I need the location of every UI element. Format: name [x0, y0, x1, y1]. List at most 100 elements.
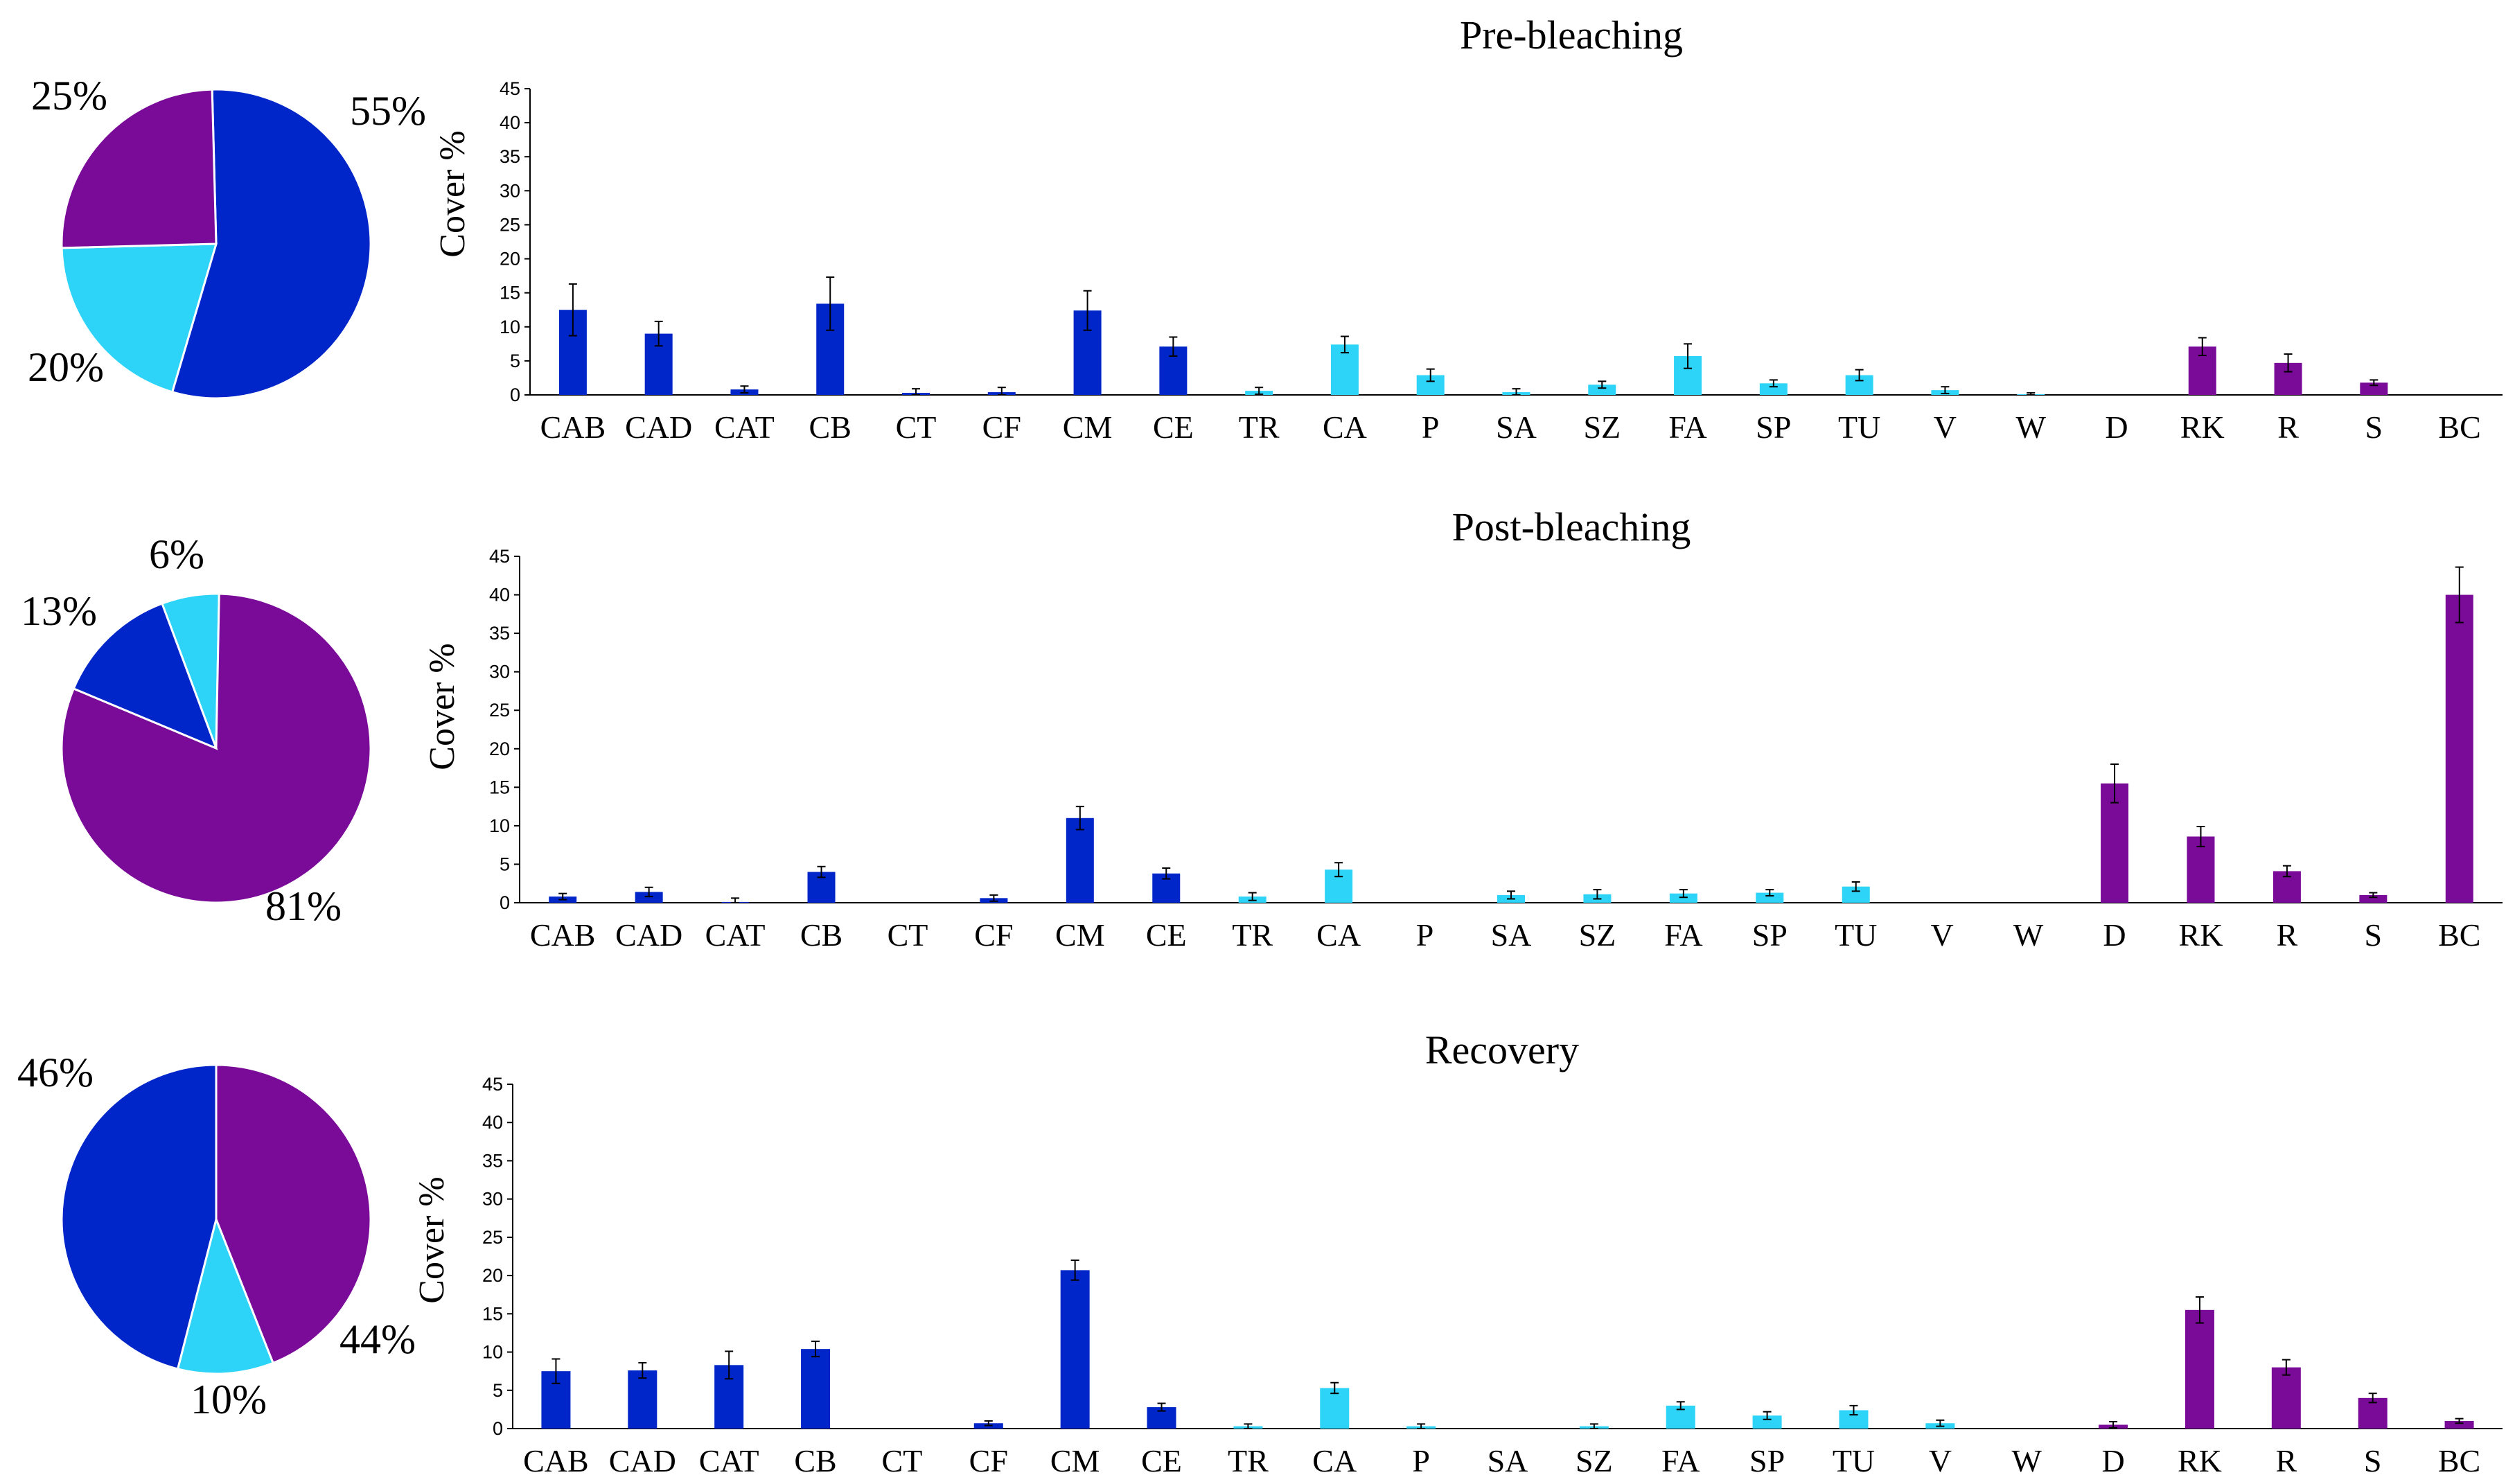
- post-bar-errorbar-TU: [1851, 881, 1860, 892]
- recovery-bar-errorbar-CAB: [551, 1358, 561, 1384]
- recovery-bar-errorbar-CAD: [638, 1362, 647, 1379]
- pre-bar-category-SP: SP: [1756, 409, 1791, 445]
- post-bar-errorbar-SP: [1765, 889, 1774, 896]
- pre-bar-category-S: S: [2365, 409, 2383, 445]
- post-bar-errorbar-RK: [2196, 826, 2205, 847]
- post-bar-errorbar-R: [2282, 865, 2291, 878]
- recovery-bar-errorbar-CAT: [725, 1350, 734, 1380]
- recovery-pie: 44% 10% 46%: [17, 1050, 416, 1422]
- pre-bar-errorbar-SP: [1769, 379, 1778, 388]
- pre-bar-category-CAT: CAT: [714, 409, 775, 445]
- pre-bar-category-CM: CM: [1063, 409, 1113, 445]
- pre-bar-category-FA: FA: [1668, 409, 1706, 445]
- recovery-bar-category-CM: CM: [1050, 1443, 1100, 1478]
- post-bar-ytick-label-20: 20: [489, 739, 510, 759]
- pre-bar-errorbar-TU: [1855, 369, 1864, 382]
- recovery-bar-bar-RK: [2185, 1309, 2214, 1429]
- recovery-bar-bar-R: [2271, 1367, 2301, 1429]
- post-bar-category-SP: SP: [1752, 917, 1788, 953]
- post-bar-category-SZ: SZ: [1579, 917, 1616, 953]
- post-bar-errorbar-TR: [1248, 892, 1257, 901]
- recovery-bar-category-TU: TU: [1833, 1443, 1875, 1478]
- recovery-bar-bar-CB: [801, 1349, 831, 1429]
- pre-bar-ytick-label-45: 45: [500, 78, 520, 99]
- post-bar-ytick-label-10: 10: [489, 815, 510, 836]
- post-bar-category-CAT: CAT: [705, 917, 766, 953]
- post-bar-bar-SP: [1756, 892, 1784, 903]
- pre-bar-errorbar-FA: [1684, 343, 1693, 369]
- pre-bar-errorbar-CAB: [568, 283, 577, 337]
- pre-bar-ytick-label-0: 0: [510, 385, 520, 405]
- recovery-bar-category-SA: SA: [1488, 1443, 1528, 1478]
- recovery-bar-errorbar-S: [2368, 1393, 2377, 1404]
- recovery-bar-category-CAT: CAT: [699, 1443, 759, 1478]
- recovery-bar-ylabel: Cover %: [412, 1176, 452, 1303]
- post-bar-errorbar-CM: [1075, 806, 1084, 831]
- recovery-bar-ytick-label-30: 30: [482, 1189, 503, 1210]
- recovery-bar-errorbar-CA: [1330, 1381, 1339, 1395]
- post-bar-ytick-label-45: 45: [489, 546, 510, 567]
- pre-bar-ylabel: Cover %: [433, 130, 473, 257]
- pre-bar-category-CAB: CAB: [540, 409, 606, 445]
- pre-bar-category-BC: BC: [2438, 409, 2480, 445]
- recovery-bar-bar-SP: [1752, 1415, 1782, 1429]
- recovery-bar-bar-CAD: [628, 1370, 658, 1429]
- post-bar-errorbar-CAD: [644, 886, 653, 898]
- post-bar-bar-RK: [2187, 836, 2215, 903]
- pre-bar-ytick-label-5: 5: [510, 351, 520, 371]
- recovery-bar-bar-BC: [2444, 1420, 2474, 1429]
- pre-bar-category-TU: TU: [1838, 409, 1880, 445]
- pre-bar-category-P: P: [1422, 409, 1440, 445]
- recovery-bar-ytick-label-5: 5: [493, 1380, 503, 1401]
- recovery-pie-label-other_biota: 10%: [191, 1377, 267, 1422]
- recovery-bar-category-CAB: CAB: [523, 1443, 589, 1478]
- post-pie-slice-coral: [72, 602, 218, 750]
- pre-bar-category-SZ: SZ: [1583, 409, 1621, 445]
- recovery-bar-category-CAD: CAD: [609, 1443, 676, 1478]
- recovery-bar-errorbar-SP: [1763, 1411, 1772, 1420]
- pre-bar-errorbar-CF: [997, 387, 1006, 396]
- post-pie: 6% 81% 13%: [21, 531, 372, 929]
- post-bar-errorbar-CA: [1334, 862, 1343, 878]
- recovery-bar-errorbar-TR: [1244, 1423, 1253, 1429]
- pre-bar-ytick-label-25: 25: [500, 214, 520, 235]
- recovery-bar-ytick-label-15: 15: [482, 1303, 503, 1324]
- recovery-bar-category-CT: CT: [882, 1443, 923, 1478]
- post-bar-category-RK: RK: [2179, 917, 2223, 953]
- recovery-bar-errorbar-TU: [1849, 1404, 1858, 1416]
- post-bar-category-CT: CT: [888, 917, 928, 953]
- recovery-bar-ytick-label-10: 10: [482, 1342, 503, 1363]
- pre-bar-title: Pre-bleaching: [1460, 12, 1683, 58]
- post-pie-label-substrate: 81%: [265, 883, 342, 929]
- post-bar-ytick-label-35: 35: [489, 623, 510, 644]
- pre-bar-category-CF: CF: [982, 409, 1021, 445]
- recovery-bar-category-CE: CE: [1141, 1443, 1182, 1478]
- pre-bar-category-CB: CB: [809, 409, 851, 445]
- post-bar-category-CAB: CAB: [530, 917, 596, 953]
- post-bar-category-CAD: CAD: [615, 917, 682, 953]
- pre-pie: 55% 20% 25%: [28, 73, 426, 400]
- post-bar-title: Post-bleaching: [1452, 504, 1691, 549]
- recovery-bar-category-SZ: SZ: [1576, 1443, 1613, 1478]
- recovery-bar-ytick-label-0: 0: [493, 1418, 503, 1439]
- recovery-bar-errorbar-CE: [1157, 1402, 1166, 1412]
- pre-bar-ytick-label-35: 35: [500, 146, 520, 167]
- pre-bar-errorbar-CAD: [654, 320, 663, 347]
- post-bar-bar-BC: [2445, 594, 2473, 903]
- pre-bar-bar-SP: [1759, 383, 1788, 395]
- pre-bar-category-CT: CT: [896, 409, 937, 445]
- post-bar-category-TR: TR: [1232, 917, 1273, 953]
- post-bar-category-CB: CB: [800, 917, 842, 953]
- recovery-bar-errorbar-CB: [811, 1341, 820, 1358]
- recovery-bar-errorbar-R: [2282, 1359, 2291, 1376]
- recovery-bar-errorbar-SZ: [1589, 1423, 1598, 1429]
- post-bar-errorbar-FA: [1679, 889, 1688, 899]
- post-bar-ytick-label-25: 25: [489, 700, 510, 721]
- recovery-bar-category-CA: CA: [1312, 1443, 1357, 1478]
- recovery-bar-ytick-label-45: 45: [482, 1074, 503, 1095]
- recovery-bar-bar-CA: [1320, 1388, 1350, 1429]
- pre-bar-ytick-label-20: 20: [500, 249, 520, 270]
- recovery-pie-slice-coral: [60, 1063, 218, 1370]
- post-bar-category-SA: SA: [1491, 917, 1532, 953]
- post-pie-label-other_biota: 6%: [149, 531, 204, 577]
